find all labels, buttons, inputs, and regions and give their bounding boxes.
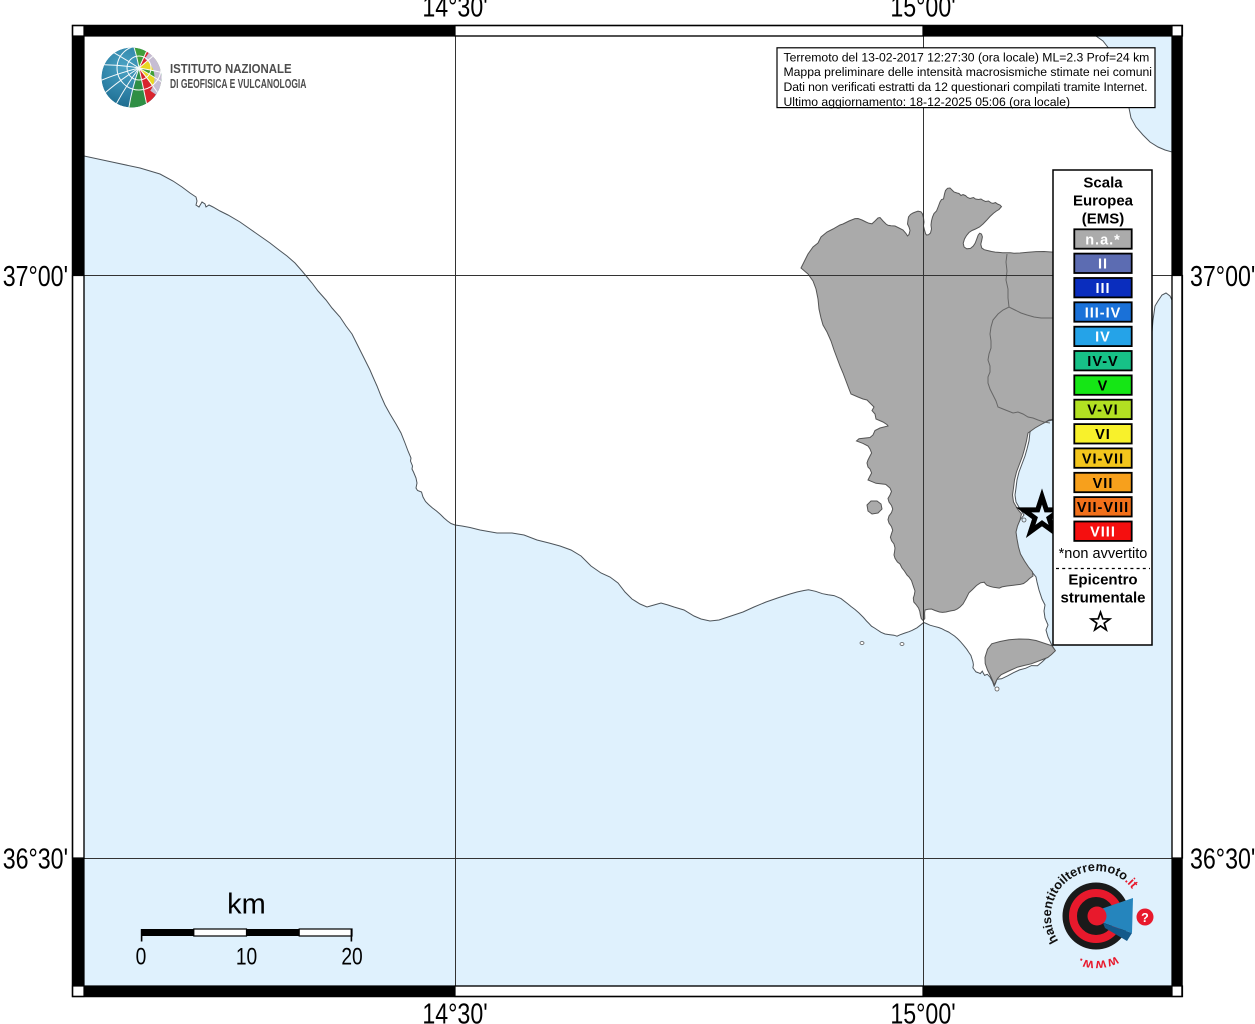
svg-text:VI: VI [1095,427,1111,443]
svg-text:Terremoto del 13-02-2017 12:27: Terremoto del 13-02-2017 12:27:30 (ora l… [784,50,1150,64]
svg-text:15°00': 15°00' [890,0,955,23]
svg-text:14°30': 14°30' [422,0,487,23]
svg-text:Epicentro: Epicentro [1068,572,1137,589]
svg-text:36°30': 36°30' [1190,842,1255,875]
svg-text:n.a.*: n.a.* [1085,232,1121,248]
svg-text:(EMS): (EMS) [1082,211,1125,228]
svg-text:VI-VII: VI-VII [1082,451,1124,467]
svg-text:Europea: Europea [1073,193,1134,210]
svg-text:V: V [1098,378,1109,394]
svg-text:0: 0 [136,942,147,970]
svg-text:km: km [227,889,266,921]
svg-text:?: ? [1141,911,1149,925]
svg-text:ISTITUTO NAZIONALE: ISTITUTO NAZIONALE [170,62,292,77]
svg-text:36°30': 36°30' [3,842,68,875]
svg-text:15°00': 15°00' [890,997,955,1024]
svg-text:Scala: Scala [1083,175,1123,192]
svg-text:III: III [1095,281,1110,297]
svg-text:Dati non verificati estratti d: Dati non verificati estratti da 12 quest… [784,80,1148,94]
svg-text:VII: VII [1093,476,1114,492]
svg-text:Mappa preliminare delle intens: Mappa preliminare delle intensità macros… [784,65,1153,79]
svg-text:www.: www. [1075,953,1122,973]
svg-text:II: II [1098,257,1108,273]
svg-text:20: 20 [341,942,362,970]
svg-text:37°00': 37°00' [1190,259,1255,292]
svg-text:*non avvertito: *non avvertito [1059,546,1148,562]
svg-text:strumentale: strumentale [1060,590,1145,607]
svg-text:IV: IV [1095,330,1111,346]
svg-text:10: 10 [236,942,257,970]
svg-text:Ultimo aggiornamento: 18-12-20: Ultimo aggiornamento: 18-12-2025 05:06 (… [784,95,1071,109]
svg-text:DI GEOFISICA E VULCANOLOGIA: DI GEOFISICA E VULCANOLOGIA [170,77,307,91]
svg-text:IV-V: IV-V [1087,354,1118,370]
svg-text:III-IV: III-IV [1085,305,1122,321]
svg-text:14°30': 14°30' [422,997,487,1024]
svg-text:VII-VIII: VII-VIII [1077,500,1129,516]
svg-text:37°00': 37°00' [3,259,68,292]
svg-text:VIII: VIII [1090,525,1116,541]
svg-text:V-VI: V-VI [1087,403,1118,419]
